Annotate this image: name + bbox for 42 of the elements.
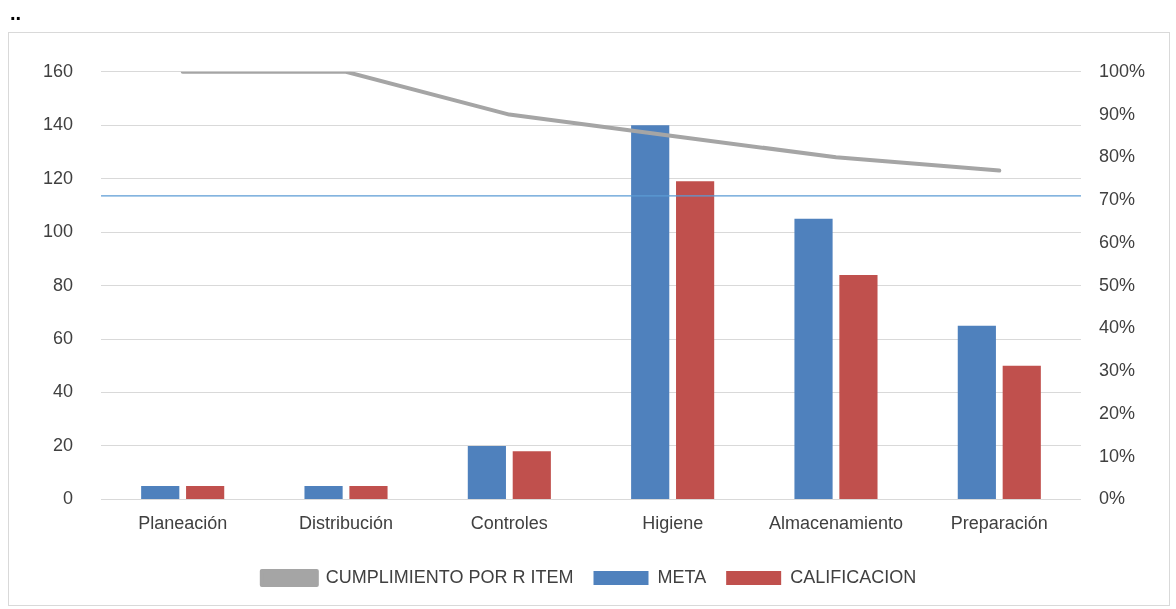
y2-tick-label: 40% bbox=[1098, 317, 1135, 338]
x-tick-label: Almacenamiento bbox=[768, 513, 904, 534]
y-tick-label: 140 bbox=[42, 114, 74, 135]
y-tick-label: 20 bbox=[53, 434, 74, 455]
bar bbox=[1002, 365, 1041, 499]
bar bbox=[839, 274, 878, 499]
y-tick-label: 120 bbox=[42, 167, 74, 188]
y2-tick-label: 30% bbox=[1098, 360, 1135, 381]
y2-tick-label: 20% bbox=[1098, 402, 1135, 423]
y2-tick-label: 100% bbox=[1098, 60, 1146, 81]
y2-tick-label: 60% bbox=[1098, 231, 1135, 252]
bar bbox=[631, 125, 670, 499]
y-tick-label: 60 bbox=[53, 328, 74, 349]
x-tick-label: Distribución bbox=[298, 513, 394, 534]
x-tick-label: Controles bbox=[470, 513, 548, 534]
bar bbox=[349, 486, 388, 499]
bar bbox=[467, 445, 506, 499]
y-tick-label: 160 bbox=[42, 60, 74, 81]
bar bbox=[186, 486, 225, 499]
legend-label: CALIFICACION bbox=[790, 566, 917, 587]
y-tick-label: 80 bbox=[53, 274, 74, 295]
legend-label: META bbox=[657, 566, 707, 587]
x-tick-label: Planeación bbox=[138, 513, 228, 534]
bar bbox=[794, 218, 833, 499]
y2-tick-label: 80% bbox=[1098, 146, 1135, 167]
bar bbox=[512, 451, 551, 499]
legend-label: CUMPLIMIENTO POR R ITEM bbox=[325, 566, 574, 587]
bar bbox=[676, 181, 715, 499]
text: .. bbox=[10, 2, 22, 25]
y2-tick-label: 10% bbox=[1098, 445, 1135, 466]
bar bbox=[957, 325, 996, 499]
x-tick-label: Higiene bbox=[642, 513, 704, 534]
x-tick-label: Preparación bbox=[950, 513, 1048, 534]
y2-tick-label: 50% bbox=[1098, 274, 1135, 295]
y-tick-label: 100 bbox=[42, 221, 74, 242]
y2-tick-label: 70% bbox=[1098, 189, 1135, 210]
y-tick-label: 0 bbox=[63, 488, 74, 509]
y-tick-label: 40 bbox=[53, 381, 74, 402]
bar bbox=[141, 486, 180, 499]
bar bbox=[304, 486, 343, 499]
y2-tick-label: 90% bbox=[1098, 103, 1135, 124]
y2-tick-label: 0% bbox=[1098, 488, 1125, 509]
